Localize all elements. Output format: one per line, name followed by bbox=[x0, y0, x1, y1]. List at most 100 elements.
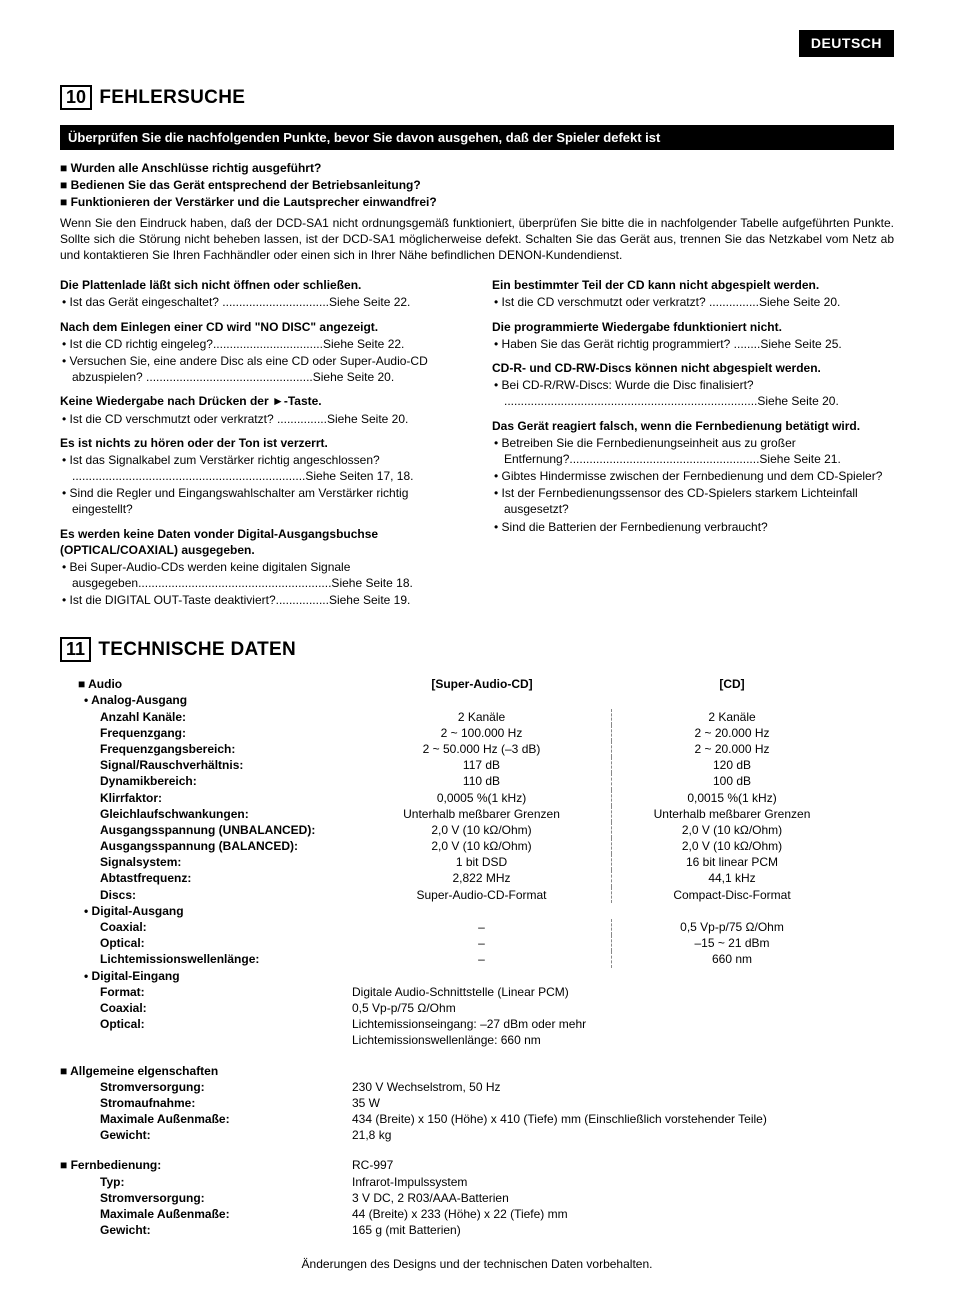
issue-bullet: Sind die Regler und Eingangswahlschalter… bbox=[60, 485, 462, 517]
analog-output-heading: Analog-Ausgang bbox=[60, 692, 894, 708]
spec-label: Coaxial: bbox=[60, 1000, 352, 1016]
issue-bullet: Ist die CD richtig eingeleg?............… bbox=[60, 336, 462, 352]
precheck-item: Funktionieren der Verstärker und die Lau… bbox=[60, 194, 894, 210]
spec-row: Gewicht:21,8 kg bbox=[60, 1127, 894, 1143]
issue-bullet: Bei CD-R/RW-Discs: Wurde die Disc finali… bbox=[492, 377, 894, 409]
digital-out-rows: Coaxial:–0,5 Vp-p/75 Ω/OhmOptical:––15 ~… bbox=[60, 919, 894, 968]
spec-row: Optical:Lichtemissionseingang: –27 dBm o… bbox=[60, 1016, 894, 1032]
spec-label: Anzahl Kanäle: bbox=[60, 709, 352, 725]
section-11-heading: 11 TECHNISCHE DATEN bbox=[60, 637, 894, 663]
spec-label: Maximale Außenmaße: bbox=[60, 1111, 352, 1127]
spec-value: 35 W bbox=[352, 1095, 894, 1111]
general-rows: Stromversorgung:230 V Wechselstrom, 50 H… bbox=[60, 1079, 894, 1144]
spec-row: Lichtemissionswellenlänge:–660 nm bbox=[60, 951, 894, 967]
remote-rows: Typ:Infrarot-ImpulssystemStromversorgung… bbox=[60, 1174, 894, 1239]
spec-row: Frequenzgang:2 ~ 100.000 Hz2 ~ 20.000 Hz bbox=[60, 725, 894, 741]
spec-value-sacd: 2 ~ 50.000 Hz (–3 dB) bbox=[352, 741, 612, 757]
issue-bullet: Ist die CD verschmutzt oder verkratzt? .… bbox=[492, 294, 894, 310]
precheck-item: Wurden alle Anschlüsse richtig ausgeführ… bbox=[60, 160, 894, 176]
precheck-list: Wurden alle Anschlüsse richtig ausgeführ… bbox=[60, 160, 894, 211]
spec-value-cd: 44,1 kHz bbox=[612, 870, 852, 886]
spec-label: Signal/Rauschverhältnis: bbox=[60, 757, 352, 773]
issue-bullet: Ist die CD verschmutzt oder verkratzt? .… bbox=[60, 411, 462, 427]
spec-value-cd: 16 bit linear PCM bbox=[612, 854, 852, 870]
section-title: TECHNISCHE DATEN bbox=[98, 637, 296, 663]
spec-label bbox=[60, 1032, 352, 1048]
spec-value-cd: 2 Kanäle bbox=[612, 709, 852, 725]
spec-value-cd: 2 ~ 20.000 Hz bbox=[612, 741, 852, 757]
spec-value-cd: 0,0015 %(1 kHz) bbox=[612, 790, 852, 806]
spec-value-cd: 2,0 V (10 kΩ/Ohm) bbox=[612, 822, 852, 838]
spec-label: Optical: bbox=[60, 1016, 352, 1032]
spec-value-cd: 660 nm bbox=[612, 951, 852, 967]
spec-value: Infrarot-Impulssystem bbox=[352, 1174, 894, 1190]
spec-row: Coaxial:–0,5 Vp-p/75 Ω/Ohm bbox=[60, 919, 894, 935]
spec-value-sacd: 0,0005 %(1 kHz) bbox=[352, 790, 612, 806]
issue-bullet: Ist das Gerät eingeschaltet? ...........… bbox=[60, 294, 462, 310]
spec-value-sacd: – bbox=[352, 919, 612, 935]
precheck-item: Bedienen Sie das Gerät entsprechend der … bbox=[60, 177, 894, 193]
spec-value-sacd: 1 bit DSD bbox=[352, 854, 612, 870]
issue-title: Ein bestimmter Teil der CD kann nicht ab… bbox=[492, 277, 894, 293]
issue-bullet: Bei Super-Audio-CDs werden keine digital… bbox=[60, 559, 462, 591]
spec-label: Signalsystem: bbox=[60, 854, 352, 870]
spec-value: 230 V Wechselstrom, 50 Hz bbox=[352, 1079, 894, 1095]
spec-row: Dynamikbereich:110 dB100 dB bbox=[60, 773, 894, 789]
spec-value: Digitale Audio-Schnittstelle (Linear PCM… bbox=[352, 984, 894, 1000]
issue-bullet: Versuchen Sie, eine andere Disc als eine… bbox=[60, 353, 462, 385]
spec-value: 165 g (mit Batterien) bbox=[352, 1222, 894, 1238]
digital-in-rows: Format:Digitale Audio-Schnittstelle (Lin… bbox=[60, 984, 894, 1049]
issue-title: Keine Wiedergabe nach Drücken der ►-Tast… bbox=[60, 393, 462, 409]
spec-row: Optical:––15 ~ 21 dBm bbox=[60, 935, 894, 951]
spec-label: Ausgangsspannung (UNBALANCED): bbox=[60, 822, 352, 838]
analog-rows: Anzahl Kanäle:2 Kanäle2 KanäleFrequenzga… bbox=[60, 709, 894, 903]
spec-value-sacd: 2,822 MHz bbox=[352, 870, 612, 886]
spec-label: Gewicht: bbox=[60, 1222, 352, 1238]
spec-value: 0,5 Vp-p/75 Ω/Ohm bbox=[352, 1000, 894, 1016]
spec-row: Klirrfaktor:0,0005 %(1 kHz)0,0015 %(1 kH… bbox=[60, 790, 894, 806]
spec-row: Abtastfrequenz:2,822 MHz44,1 kHz bbox=[60, 870, 894, 886]
spec-value-cd: Unterhalb meßbarer Grenzen bbox=[612, 806, 852, 822]
spec-label: Dynamikbereich: bbox=[60, 773, 352, 789]
spec-label: Format: bbox=[60, 984, 352, 1000]
spec-row: Stromversorgung:230 V Wechselstrom, 50 H… bbox=[60, 1079, 894, 1095]
spec-label: Gleichlaufschwankungen: bbox=[60, 806, 352, 822]
spec-label: Gewicht: bbox=[60, 1127, 352, 1143]
spec-row: Maximale Außenmaße:44 (Breite) x 233 (Hö… bbox=[60, 1206, 894, 1222]
general-heading: Allgemeine elgenschaften bbox=[60, 1063, 894, 1079]
spec-label: Discs: bbox=[60, 887, 352, 903]
digital-output-heading: Digital-Ausgang bbox=[60, 903, 894, 919]
spec-row: Stromversorgung:3 V DC, 2 R03/AAA-Batter… bbox=[60, 1190, 894, 1206]
issue-bullet: Ist das Signalkabel zum Verstärker richt… bbox=[60, 452, 462, 484]
issue-title: Die Plattenlade läßt sich nicht öffnen o… bbox=[60, 277, 462, 293]
remote-model: RC-997 bbox=[352, 1157, 894, 1173]
issue-bullet: Betreiben Sie die Fernbedienungseinheit … bbox=[492, 435, 894, 467]
spec-value-sacd: 2 Kanäle bbox=[352, 709, 612, 725]
troubleshoot-right-col: Ein bestimmter Teil der CD kann nicht ab… bbox=[492, 277, 894, 608]
spec-label: Optical: bbox=[60, 935, 352, 951]
spec-value-cd: 2 ~ 20.000 Hz bbox=[612, 725, 852, 741]
spec-value-sacd: Super-Audio-CD-Format bbox=[352, 887, 612, 903]
spec-label: Stromaufnahme: bbox=[60, 1095, 352, 1111]
spec-row: Anzahl Kanäle:2 Kanäle2 Kanäle bbox=[60, 709, 894, 725]
spec-value: 434 (Breite) x 150 (Höhe) x 410 (Tiefe) … bbox=[352, 1111, 894, 1127]
audio-heading: Audio bbox=[78, 676, 352, 692]
issue-title: Es ist nichts zu hören oder der Ton ist … bbox=[60, 435, 462, 451]
spec-row: Gewicht:165 g (mit Batterien) bbox=[60, 1222, 894, 1238]
section-title: FEHLERSUCHE bbox=[99, 85, 245, 111]
issue-bullet: Ist die DIGITAL OUT-Taste deaktiviert?..… bbox=[60, 592, 462, 608]
spec-value-sacd: 117 dB bbox=[352, 757, 612, 773]
spec-value-sacd: 110 dB bbox=[352, 773, 612, 789]
section-10-heading: 10 FEHLERSUCHE bbox=[60, 85, 894, 111]
spec-value-sacd: 2,0 V (10 kΩ/Ohm) bbox=[352, 822, 612, 838]
spec-row: Stromaufnahme:35 W bbox=[60, 1095, 894, 1111]
spec-row: Signal/Rauschverhältnis:117 dB120 dB bbox=[60, 757, 894, 773]
spec-value: 21,8 kg bbox=[352, 1127, 894, 1143]
spec-value-sacd: 2,0 V (10 kΩ/Ohm) bbox=[352, 838, 612, 854]
spec-value: 3 V DC, 2 R03/AAA-Batterien bbox=[352, 1190, 894, 1206]
intro-paragraph: Wenn Sie den Eindruck haben, daß der DCD… bbox=[60, 215, 894, 264]
col-header-cd: [CD] bbox=[612, 676, 852, 692]
spec-value-sacd: – bbox=[352, 951, 612, 967]
spec-column-headers: Audio [Super-Audio-CD] [CD] bbox=[60, 676, 894, 692]
issue-title: Das Gerät reagiert falsch, wenn die Fern… bbox=[492, 418, 894, 434]
